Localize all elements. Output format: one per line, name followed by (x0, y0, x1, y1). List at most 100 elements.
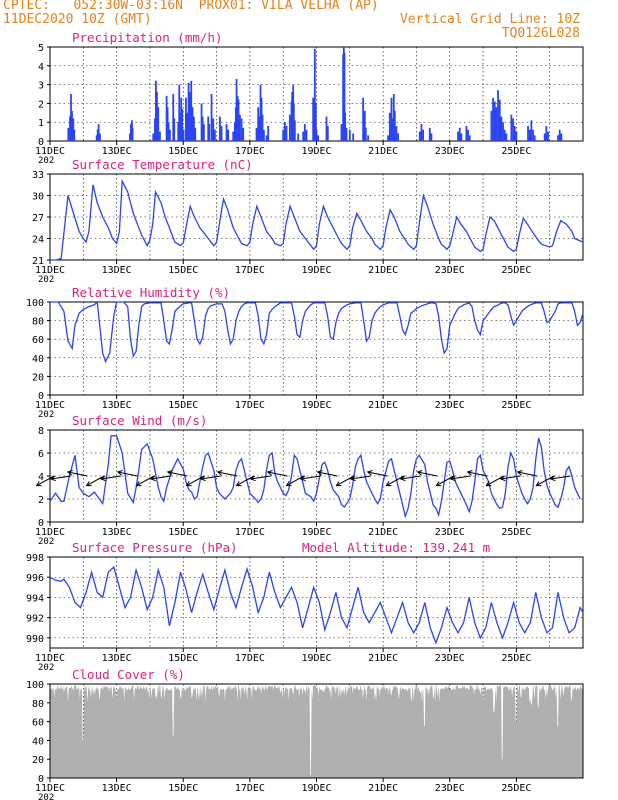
precip-xtick-label: 23DEC (435, 146, 465, 157)
precip-bar (387, 135, 390, 141)
precip-bar (495, 107, 498, 141)
precip-bar (167, 122, 170, 141)
wind-arrow (67, 471, 88, 477)
precip-bar (282, 129, 285, 141)
precip-bar (430, 133, 433, 141)
wind-arrow-head (416, 470, 423, 476)
model-code: TQ0126L028 (501, 26, 580, 41)
wind-arrow-head (316, 470, 323, 476)
wind-title: Surface Wind (m/s) (72, 413, 207, 428)
wind-arrow-head (349, 475, 356, 482)
precip-bar (182, 129, 185, 141)
precip-bar (180, 97, 183, 141)
temp-ytick-label: 27 (32, 213, 44, 224)
precip-xtick-label: 17DEC (235, 146, 265, 157)
precip-bar (297, 133, 300, 141)
precip-title: Precipitation (mm/h) (72, 30, 223, 45)
precip-bar (235, 78, 238, 141)
wind-ytick-label: 4 (38, 472, 44, 483)
precip-bar (557, 135, 559, 141)
precip-bar (528, 129, 531, 141)
precip-bar (510, 114, 513, 141)
precip-bar (503, 129, 506, 141)
wind-ytick-label: 8 (38, 426, 44, 437)
cloud-xtick-label: 13DEC (102, 783, 132, 794)
wind-year-label: 202 (38, 537, 54, 547)
wind-arrow (100, 475, 121, 480)
wind-series-line (49, 435, 581, 519)
wind-arrow-head (335, 481, 342, 487)
precip-bar (237, 99, 240, 141)
precip-bar (207, 116, 210, 141)
wind-arrow (36, 475, 55, 487)
wind-arrow (86, 475, 105, 487)
precip-bar (156, 92, 158, 141)
rh-ytick-label: 100 (26, 298, 44, 309)
precip-bar (262, 129, 265, 141)
wind-arrow (436, 475, 455, 487)
precip-bar (543, 133, 546, 141)
wind-arrow (350, 475, 371, 480)
wind-arrow-head (535, 481, 542, 487)
rh-frame (49, 301, 584, 396)
precip-bar (527, 125, 529, 141)
precip-bar (465, 125, 468, 141)
wind-arrow-head (499, 475, 506, 482)
cloud-xtick-label: 19DEC (301, 783, 331, 794)
wind-arrow (486, 475, 505, 487)
precip-bar (533, 135, 536, 141)
precip-bar (258, 116, 261, 141)
precip-ytick-label: 4 (38, 62, 44, 73)
precip-bar (259, 84, 262, 141)
precip-bar (191, 107, 194, 141)
precip-bar (194, 127, 197, 141)
precip-bar (352, 133, 355, 141)
wind-arrow-head (399, 475, 406, 482)
wind-xtick-label: 25DEC (501, 527, 531, 538)
wind-arrow-head (99, 475, 106, 482)
precip-bar (190, 80, 193, 141)
rh-ytick-label: 40 (32, 354, 44, 365)
precip-ytick-label: 3 (38, 81, 44, 92)
wind-arrow-head (435, 481, 442, 487)
precip-bar (72, 118, 75, 141)
precip-bar (547, 131, 549, 141)
precip-bar (200, 103, 203, 141)
precip-bar (172, 94, 175, 141)
wind-arrow-head (516, 470, 523, 476)
precip-bar (315, 129, 318, 141)
precip-bar (255, 127, 258, 141)
precip-bar (152, 133, 155, 141)
precip-bar (460, 133, 463, 141)
temp-xtick-label: 25DEC (501, 265, 531, 276)
precip-bar (457, 131, 459, 141)
precip-bar (362, 97, 365, 141)
precip-bar (388, 112, 391, 141)
precip-bar (213, 129, 216, 141)
precip-bar (428, 127, 431, 141)
wind-xtick-label: 21DEC (368, 527, 398, 538)
precip-xtick-label: 19DEC (301, 146, 331, 157)
wind-arrow (367, 471, 388, 477)
precip-bar (227, 129, 230, 141)
precip-bar (390, 97, 393, 141)
precip-bar (179, 112, 182, 141)
precip-bar (285, 125, 288, 141)
temp-xtick-label: 19DEC (301, 265, 331, 276)
precip-bar (173, 118, 176, 141)
precip-bar (159, 131, 161, 141)
pressure-xtick-label: 11DEC (35, 653, 65, 664)
wind-xtick-label: 19DEC (301, 527, 331, 538)
rh-series-line (50, 300, 584, 364)
wind-ytick-label: 2 (38, 495, 44, 506)
precip-bar (345, 127, 348, 141)
precip-bar (492, 97, 494, 141)
precip-bar (96, 129, 99, 141)
precip-xtick-label: 21DEC (368, 146, 398, 157)
precip-bar (420, 124, 423, 141)
wind-arrow (386, 475, 405, 487)
pressure-title: Surface Pressure (hPa) (72, 540, 238, 555)
run-date: 11DEC2020 10Z (GMT) (3, 12, 152, 27)
wind-arrow (267, 471, 288, 477)
